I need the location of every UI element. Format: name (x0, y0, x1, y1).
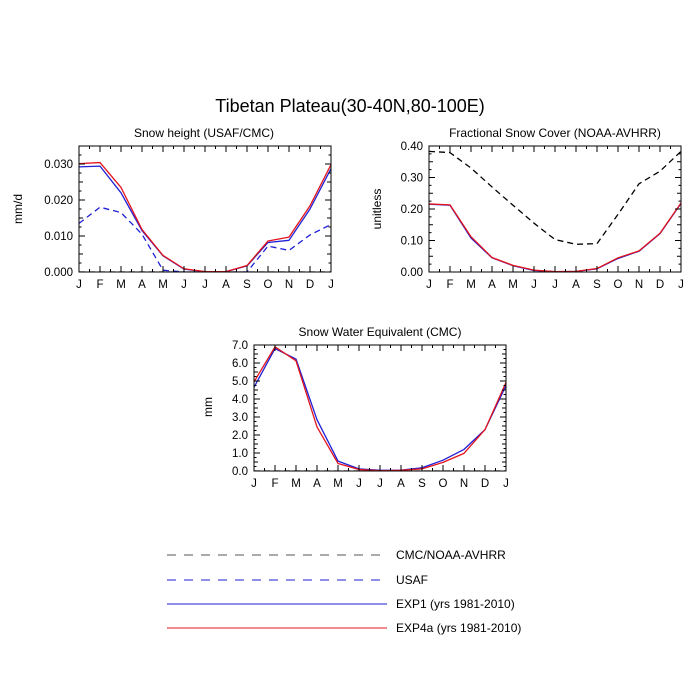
plot-area: J F M A M J J A S O N D J0.000.100.200.300.40 (401, 141, 684, 291)
x-tick-label: O (264, 279, 273, 291)
x-tick-label: D (306, 279, 314, 291)
y-tick-label: 2.0 (232, 430, 248, 442)
panel-fractional-snow-cover: Fractional Snow Cover (NOAA-AVHRR) unitl… (370, 126, 684, 291)
x-tick-label: J (251, 478, 257, 490)
panel-title: Snow height (USAF/CMC) (134, 126, 274, 140)
y-tick-label: 0.020 (44, 195, 73, 207)
x-tick-label: N (285, 279, 293, 291)
x-tick-label: O (614, 279, 623, 291)
x-tick-label: J (356, 478, 362, 490)
x-tick-label: M (333, 478, 343, 490)
series-line (429, 150, 681, 245)
x-tick-label: M (508, 279, 518, 291)
figure-title: Tibetan Plateau(30-40N,80-100E) (215, 96, 485, 116)
x-tick-label: J (503, 478, 509, 490)
x-tick-label: M (466, 279, 476, 291)
x-tick-label: F (96, 279, 103, 291)
y-tick-label: 5.0 (232, 376, 248, 388)
y-tick-label: 6.0 (232, 358, 248, 370)
y-tick-label: 0.40 (401, 141, 423, 153)
series-line (254, 346, 506, 471)
series-line (79, 206, 331, 272)
y-axis-label: mm (201, 397, 215, 417)
y-axis-label: mm/d (11, 194, 25, 224)
x-tick-label: M (116, 279, 126, 291)
legend: CMC/NOAA-AVHRR USAF EXP1 (yrs 1981-2010) EX… (167, 548, 521, 635)
y-tick-label: 0.000 (44, 267, 73, 279)
x-tick-label: N (635, 279, 643, 291)
series-line (79, 161, 331, 272)
x-tick-label: F (446, 279, 453, 291)
x-tick-label: A (572, 279, 580, 291)
x-tick-label: J (202, 279, 208, 291)
x-tick-label: S (593, 279, 601, 291)
y-tick-label: 0.030 (44, 159, 73, 171)
legend-label: USAF (396, 573, 428, 587)
x-tick-label: J (531, 279, 537, 291)
y-tick-label: 4.0 (232, 394, 248, 406)
x-tick-label: A (397, 478, 405, 490)
x-tick-label: D (656, 279, 664, 291)
x-tick-label: N (460, 478, 468, 490)
x-tick-label: J (328, 279, 334, 291)
series-line (254, 347, 506, 471)
x-tick-label: A (313, 478, 321, 490)
x-tick-label: D (481, 478, 489, 490)
y-tick-label: 1.0 (232, 448, 248, 460)
x-tick-label: S (418, 478, 426, 490)
panel-title: Snow Water Equivalent (CMC) (299, 325, 462, 339)
series-line (429, 202, 681, 272)
y-tick-label: 3.0 (232, 412, 248, 424)
x-tick-label: J (552, 279, 558, 291)
y-tick-label: 0.20 (401, 204, 423, 216)
y-axis-label: unitless (370, 189, 384, 230)
y-tick-label: 0.30 (401, 173, 423, 185)
plot-area: J F M A M J J A S O N D J0.01.02.03.04.05.06.07.0 (232, 340, 509, 490)
x-tick-label: S (243, 279, 251, 291)
x-tick-label: J (181, 279, 187, 291)
y-tick-label: 0.10 (401, 236, 423, 248)
y-tick-label: 0.010 (44, 231, 73, 243)
x-tick-label: J (76, 279, 82, 291)
x-tick-label: A (488, 279, 496, 291)
x-tick-label: M (158, 279, 168, 291)
x-tick-label: J (426, 279, 432, 291)
plot-frame (253, 344, 507, 472)
x-tick-label: J (377, 478, 383, 490)
x-tick-label: A (138, 279, 146, 291)
legend-label: EXP4a (yrs 1981-2010) (396, 621, 521, 635)
x-tick-label: A (222, 279, 230, 291)
y-tick-label: 0.0 (232, 466, 248, 478)
y-tick-label: 0.00 (401, 267, 423, 279)
plot-frame (78, 145, 332, 273)
series-line (429, 202, 681, 272)
panel-title: Fractional Snow Cover (NOAA-AVHRR) (449, 126, 661, 140)
x-tick-label: J (678, 279, 684, 291)
y-tick-label: 7.0 (232, 340, 248, 352)
x-tick-label: F (271, 478, 278, 490)
legend-label: CMC/NOAA-AVHRR (396, 548, 506, 562)
legend-label: EXP1 (yrs 1981-2010) (396, 597, 515, 611)
x-tick-label: M (291, 478, 301, 490)
x-tick-label: O (439, 478, 448, 490)
